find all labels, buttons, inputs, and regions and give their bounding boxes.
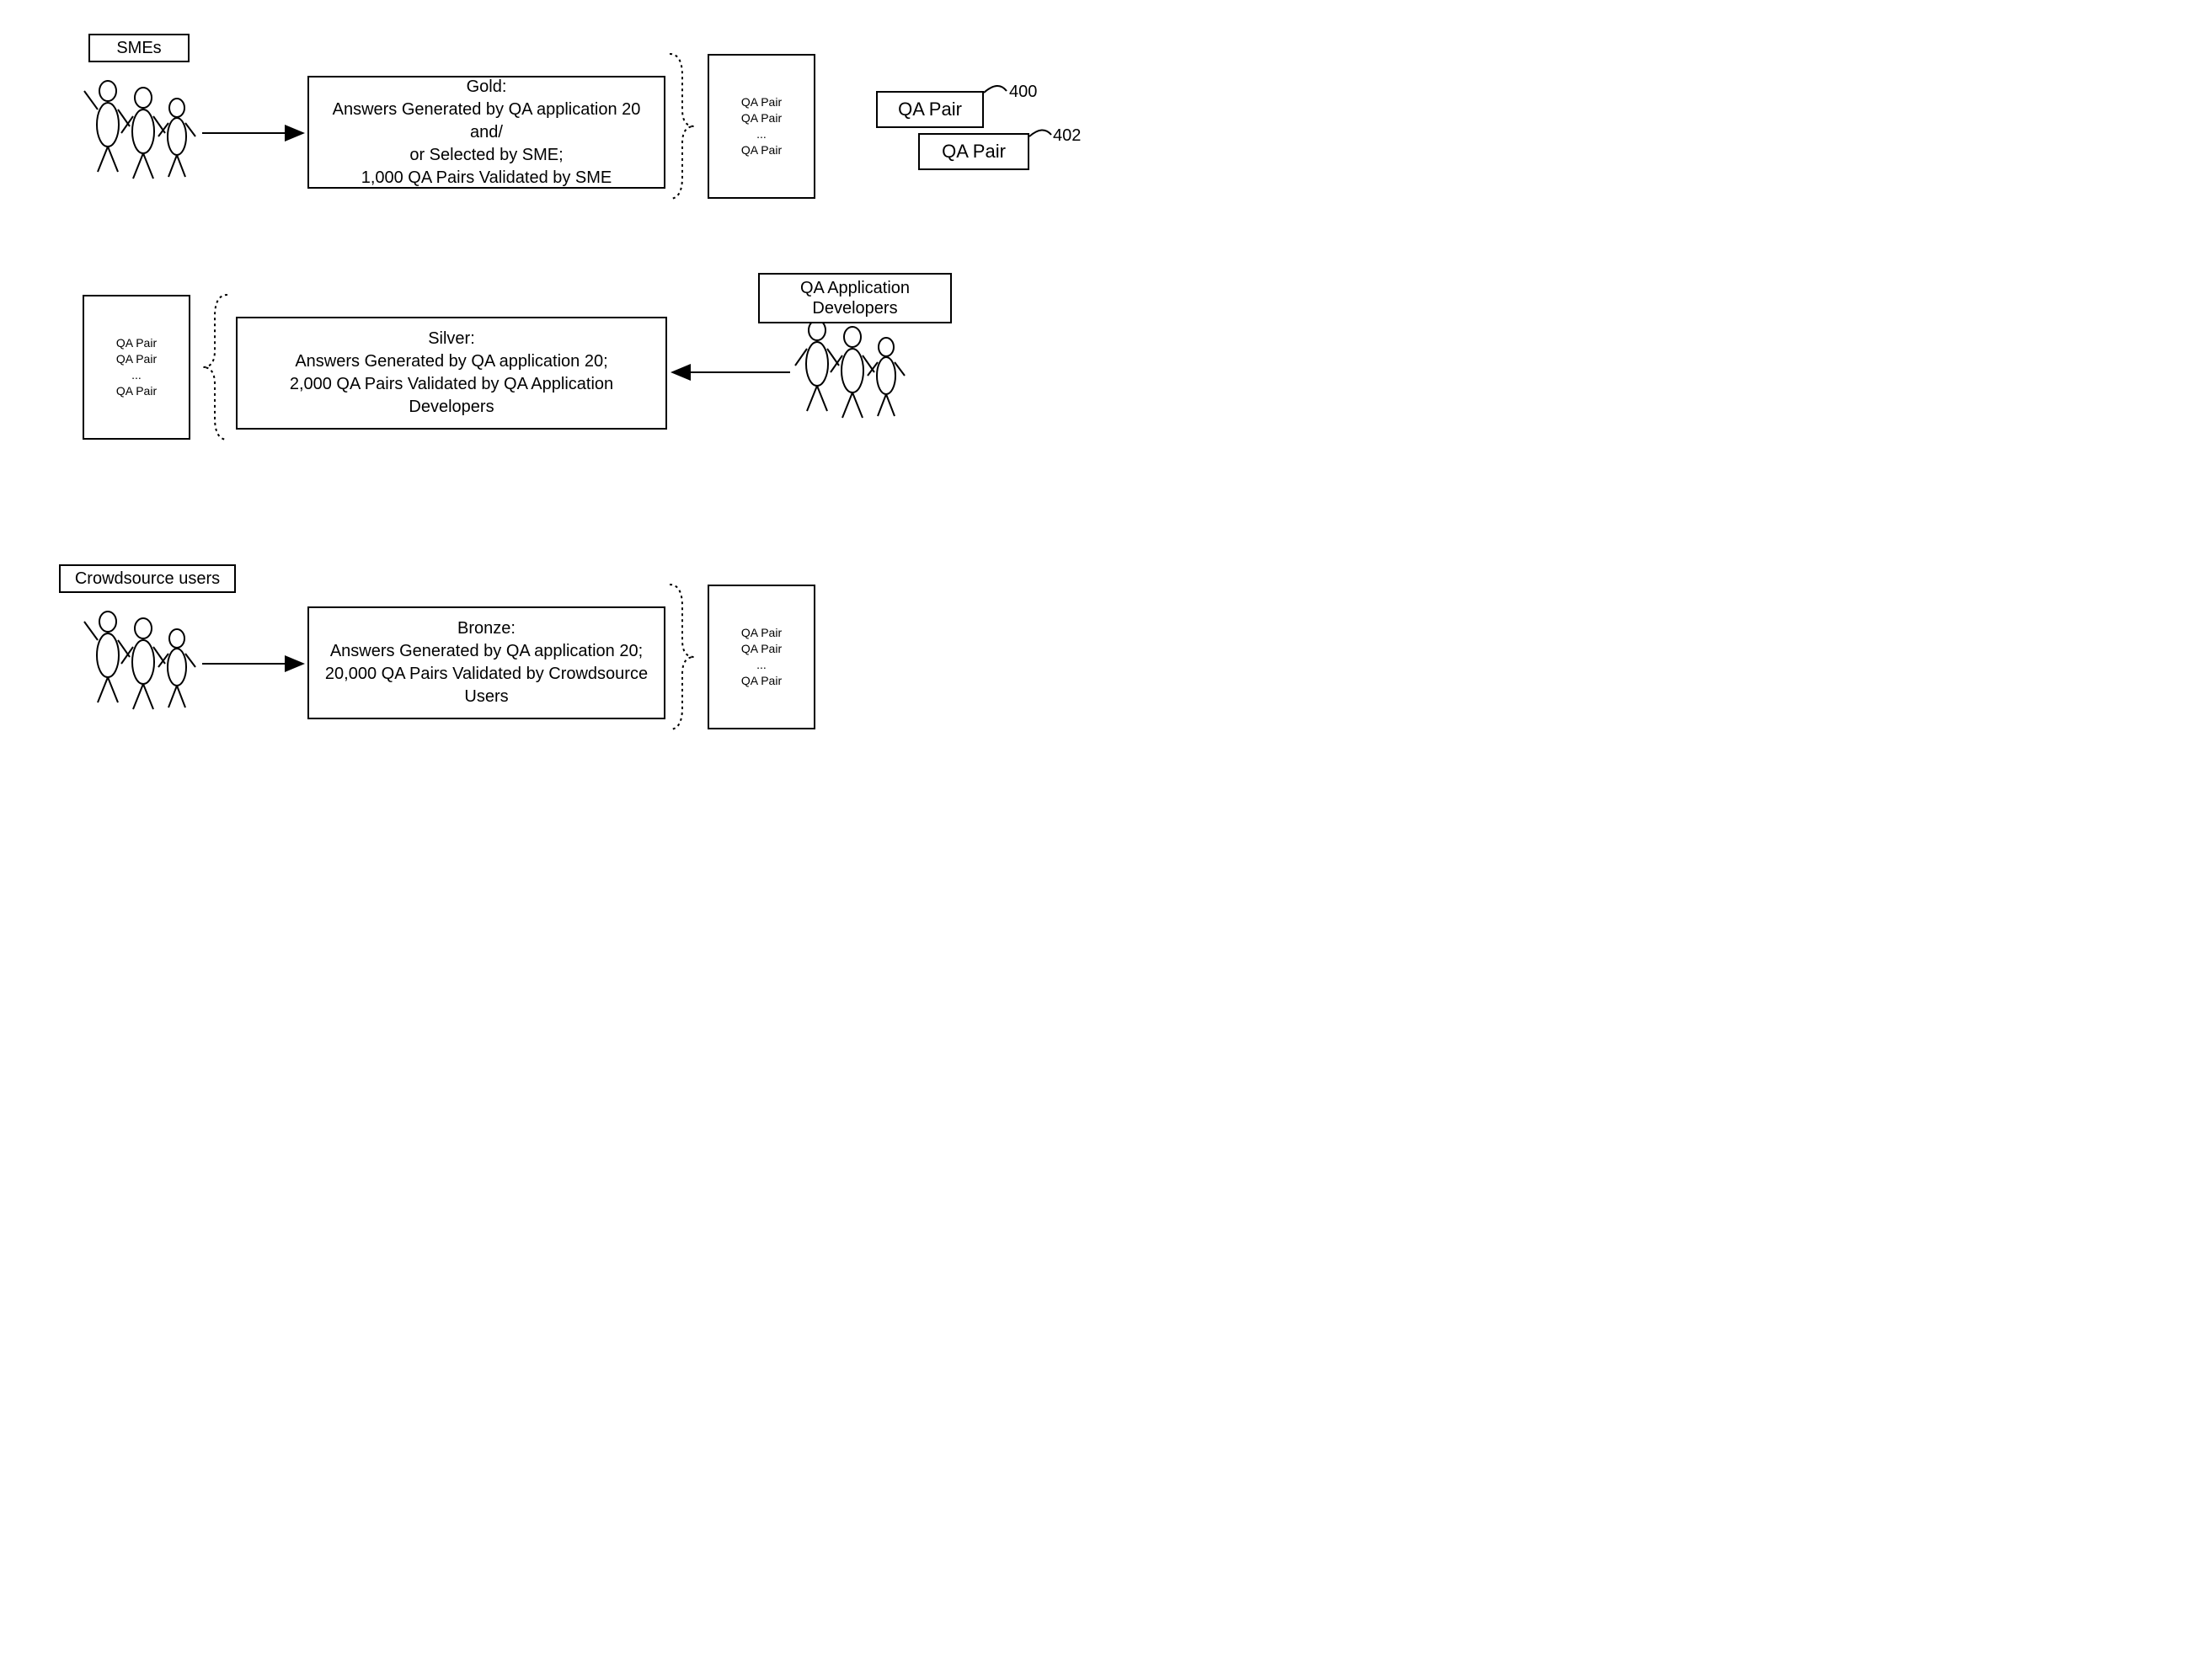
- gold-line2: or Selected by SME;: [409, 144, 563, 167]
- bronze-doc-box: QA Pair QA Pair ... QA Pair: [708, 585, 815, 729]
- silver-doc-box: QA Pair QA Pair ... QA Pair: [83, 295, 190, 440]
- bronze-doc-l4: QA Pair: [741, 673, 782, 689]
- smes-label-box: SMEs: [88, 34, 190, 62]
- qa-pair-400-text: QA Pair: [898, 99, 962, 120]
- crowdsource-people-icon: [84, 612, 195, 709]
- gold-doc-box: QA Pair QA Pair ... QA Pair: [708, 54, 815, 199]
- bronze-doc-l1: QA Pair: [741, 625, 782, 641]
- silver-doc-l3: ...: [131, 367, 142, 383]
- bronze-line3: Users: [464, 686, 508, 708]
- bronze-line2: 20,000 QA Pairs Validated by Crowdsource: [325, 663, 648, 686]
- silver-line2: 2,000 QA Pairs Validated by QA Applicati…: [290, 373, 613, 396]
- silver-line3: Developers: [409, 396, 494, 419]
- silver-line1: Answers Generated by QA application 20;: [295, 350, 607, 373]
- silver-doc-l4: QA Pair: [116, 383, 157, 399]
- bronze-line1: Answers Generated by QA application 20;: [330, 640, 643, 663]
- leader-400: [984, 86, 1007, 93]
- gold-doc-l3: ...: [756, 126, 767, 142]
- diagram-canvas: SMEs: [0, 0, 1106, 839]
- gold-doc-l1: QA Pair: [741, 94, 782, 110]
- brace-bronze: [670, 585, 694, 729]
- brace-gold: [670, 54, 694, 199]
- gold-doc-l4: QA Pair: [741, 142, 782, 158]
- gold-box: Gold: Answers Generated by QA applicatio…: [307, 76, 665, 189]
- silver-title: Silver:: [428, 328, 475, 350]
- silver-doc-l2: QA Pair: [116, 351, 157, 367]
- developers-label: QA Application Developers: [770, 278, 940, 318]
- qa-pair-402-text: QA Pair: [942, 141, 1006, 163]
- crowdsource-label: Crowdsource users: [75, 569, 220, 589]
- brace-silver: [203, 295, 227, 440]
- leader-402: [1029, 130, 1051, 136]
- silver-doc-l1: QA Pair: [116, 335, 157, 351]
- qa-pair-callout-400: QA Pair: [876, 91, 984, 128]
- smes-label: SMEs: [116, 39, 161, 58]
- gold-title: Gold:: [467, 76, 507, 99]
- bronze-doc-l2: QA Pair: [741, 641, 782, 657]
- ref-402: 402: [1053, 126, 1081, 146]
- gold-line1: Answers Generated by QA application 20 a…: [323, 99, 650, 144]
- crowdsource-label-box: Crowdsource users: [59, 564, 236, 593]
- ref-400: 400: [1009, 83, 1037, 102]
- smes-people-icon: [84, 81, 195, 179]
- qa-pair-callout-402: QA Pair: [918, 133, 1029, 170]
- bronze-title: Bronze:: [457, 617, 516, 640]
- gold-doc-l2: QA Pair: [741, 110, 782, 126]
- bronze-doc-l3: ...: [756, 657, 767, 673]
- developers-people-icon: [795, 320, 905, 418]
- developers-label-box: QA Application Developers: [758, 273, 952, 323]
- gold-line3: 1,000 QA Pairs Validated by SME: [361, 167, 612, 190]
- silver-box: Silver: Answers Generated by QA applicat…: [236, 317, 667, 430]
- bronze-box: Bronze: Answers Generated by QA applicat…: [307, 606, 665, 719]
